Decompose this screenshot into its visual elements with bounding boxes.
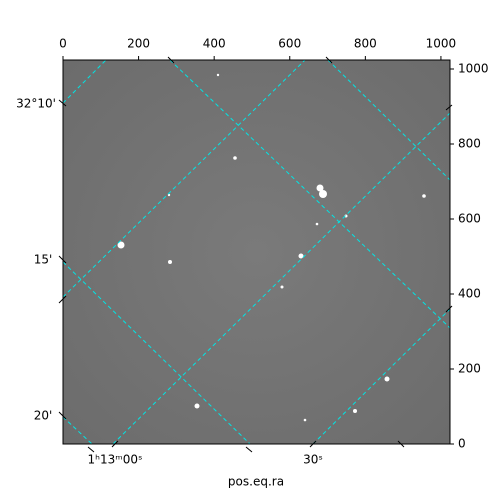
x-tick-label: 200: [127, 37, 150, 51]
ra-label: 1ʰ13ᵐ00ˢ: [88, 453, 143, 467]
y-tick-label: 600: [458, 212, 481, 226]
x-tick-label: 800: [354, 37, 377, 51]
dec-label: 32°10': [16, 97, 56, 111]
dec-label: 15': [34, 253, 53, 267]
stars: [117, 73, 426, 422]
sky-image: [63, 60, 450, 444]
y-tick-label: 0: [458, 437, 466, 451]
x-axis-label: pos.eq.ra: [228, 475, 284, 489]
y-tick-label: 800: [458, 137, 481, 151]
ra-label: 30ˢ: [303, 453, 323, 467]
x-tick-label: 600: [278, 37, 301, 51]
frame: [62, 59, 451, 445]
y-tick-label: 1000: [458, 62, 489, 76]
y-tick-label: 400: [458, 287, 481, 301]
x-tick-label: 1000: [426, 37, 457, 51]
wcs-ticks: [58, 56, 453, 453]
x-tick-label: 400: [203, 37, 226, 51]
coordinate-grid: [63, 60, 450, 444]
dec-label: 20': [34, 409, 53, 423]
x-tick-label: 0: [59, 37, 67, 51]
y-tick-label: 200: [458, 362, 481, 376]
